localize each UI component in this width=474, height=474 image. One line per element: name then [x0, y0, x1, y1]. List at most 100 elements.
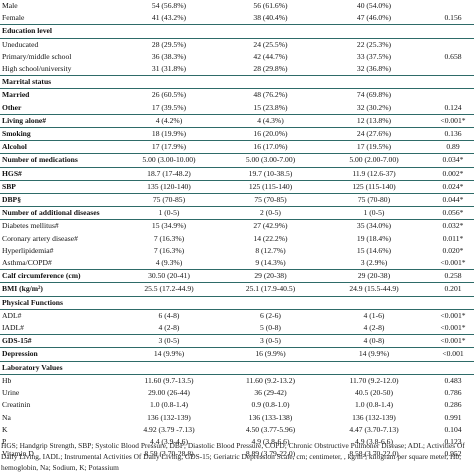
p-value: <0.001* — [424, 334, 474, 348]
group-3-value: 47 (46.0%) — [356, 13, 392, 23]
group-3-value: 11.9 (12.6-37) — [324, 166, 424, 181]
row-label: Diabetes mellitus# — [0, 219, 121, 233]
table-row: P 4.4 (3.9-4.6) 4.9 (3.8-6.6) 4.9 (3.8-6.6)… — [0, 436, 474, 448]
p-value: 0.258 — [424, 269, 474, 283]
p-value: 0.136 — [424, 127, 474, 141]
row-label: P — [2, 436, 7, 446]
group-1-value: 1 (0-5) — [121, 206, 217, 220]
group-1-value: 4 (4.2%) — [121, 113, 217, 128]
group-3-value: 5.00 (2.00-7.00) — [324, 153, 424, 168]
row-label: Asthma/COPD# — [2, 258, 52, 268]
section-label: Marrital status — [0, 75, 474, 89]
group-2-value: 25.1 (17.9-40.5) — [217, 282, 324, 297]
group-2-value: 16 (9.9%) — [217, 347, 324, 362]
group-1-value: 31 (31.8%) — [151, 64, 187, 74]
group-2-value: 8 (12.7%) — [255, 245, 286, 255]
p-value: 0.124 — [444, 102, 462, 112]
group-1-value: 17 (39.5%) — [151, 102, 187, 112]
group-1-value: 36 (38.3%) — [151, 51, 187, 61]
table-row: High school/university 31 (31.8%) 28 (29.8… — [0, 63, 474, 76]
group-2-value: 0.9 (0.8-1.0) — [251, 400, 290, 410]
group-3-value: 4.47 (3.70-7.13) — [349, 424, 399, 434]
section-header-row: Physical Functions — [0, 295, 474, 310]
group-3-value: 29 (20-38) — [324, 269, 424, 283]
group-2-value: 5 (0-8) — [260, 323, 281, 333]
p-value: <0.001* — [424, 308, 474, 323]
section-label: Physical Functions — [0, 295, 474, 310]
row-label: Uneducated — [0, 37, 121, 51]
group-1-value: 28 (29.5%) — [121, 37, 217, 51]
row-label: GDS-15# — [0, 334, 121, 348]
group-3-value: 125 (115-140) — [324, 179, 424, 194]
table-row: Hyperlipidemia# 7 (16.3%) 8 (12.7%) 15 (14.… — [0, 245, 474, 257]
table-row: BMI (kg/m²) 25.5 (17.2-44.9) 25.1 (17.9-40… — [0, 282, 474, 297]
row-label: Hyperlipidemia# — [2, 245, 54, 255]
group-3-value: 8.58 (3.70-22.0) — [349, 449, 399, 459]
group-1-value: 14 (9.9%) — [121, 347, 217, 362]
row-label: Number of additional diseases — [0, 206, 121, 220]
table-row: SBP 135 (120-140) 125 (115-140) 125 (115-14… — [0, 179, 474, 194]
p-value: 0.658 — [444, 51, 462, 61]
group-2-value: 36 (29-42) — [254, 388, 287, 398]
table-row: Female 41 (43.2%) 38 (40.4%) 47 (46.0%) 0.15… — [0, 12, 474, 25]
group-3-value: 35 (34.0%) — [324, 219, 424, 233]
row-label: DBP§ — [0, 193, 121, 207]
group-1-value: 136 (132-139) — [147, 412, 191, 422]
group-3-value: 14 (9.9%) — [324, 347, 424, 362]
group-1-value: 30.50 (20-41) — [121, 269, 217, 283]
row-label: Male — [2, 1, 18, 10]
p-value — [424, 37, 474, 51]
group-3-value: 32 (36.8%) — [356, 64, 392, 74]
row-label: Na — [2, 412, 11, 422]
p-value: 0.123 — [444, 436, 462, 446]
group-2-value: 38 (40.4%) — [253, 13, 288, 23]
table-row: Urine 29.00 (26-44) 36 (29-42) 40.5 (20-50)… — [0, 387, 474, 399]
table-body: Male 54 (56.8%) 56 (61.6%) 40 (54.0%) Female… — [0, 1, 474, 460]
table-row: HGS# 18.7 (17-48.2) 19.7 (10-38.5) 11.9 (12… — [0, 166, 474, 181]
group-1-value: 8.59 (3.70-28.8) — [144, 449, 194, 459]
group-3-value: 24 (27.6%) — [324, 127, 424, 141]
p-value: <0.001* — [424, 113, 474, 128]
group-3-value: 40.5 (20-50) — [355, 388, 393, 398]
row-label: Married — [0, 88, 121, 102]
table-row: Creatinin 1.0 (0.8-1.4) 0.9 (0.8-1.0) 1.0 (… — [0, 399, 474, 411]
group-1-value: 7 (16.3%) — [153, 245, 185, 255]
table-footnote: HGS; Handgrip Strength, SBP; Systolic Bl… — [1, 441, 465, 472]
group-2-value: 3 (0-5) — [217, 334, 324, 348]
group-3-value: 22 (25.3%) — [324, 37, 424, 51]
group-1-value: 11.60 (9.7-13.5) — [121, 373, 217, 388]
group-1-value: 7 (16.3%) — [153, 233, 185, 243]
p-value: 0.044* — [424, 193, 474, 207]
group-1-value: 4 (2-8) — [158, 323, 180, 333]
group-1-value: 4.4 (3.9-4.6) — [150, 436, 188, 446]
group-2-value: 56 (61.6%) — [253, 1, 288, 10]
group-3-value: 3 (2.9%) — [360, 258, 388, 268]
table-row: Asthma/COPD# 4 (9.3%) 9 (14.3%) 3 (2.9%) <0.… — [0, 257, 474, 270]
p-value: 0.034* — [424, 153, 474, 168]
group-2-value: 4.50 (3.77-5.96) — [245, 424, 296, 434]
group-3-value: 4 (2-8) — [363, 323, 385, 333]
group-1-value: 75 (70-85) — [121, 193, 217, 207]
group-1-value: 4 (9.3%) — [155, 258, 183, 268]
group-3-value: 4 (1-6) — [324, 308, 424, 323]
group-2-value: 4 (4.3%) — [217, 113, 324, 128]
group-1-value: 4.92 (3.79 -7.13) — [143, 424, 195, 434]
group-2-value: 27 (42.9%) — [217, 219, 324, 233]
group-3-value: 19 (18.4%) — [356, 233, 392, 243]
group-3-value: 24.9 (15.5-44.9) — [324, 282, 424, 297]
row-label: Calf circumference (cm) — [0, 269, 121, 283]
p-value: 0.483 — [424, 373, 474, 388]
p-value: 0.104 — [444, 424, 462, 434]
row-label: Creatinin — [2, 400, 31, 410]
row-label: Other — [2, 102, 22, 112]
group-2-value: 15 (23.8%) — [253, 102, 288, 112]
row-label: Smoking — [0, 127, 121, 141]
table-row: Vitamin D 8.59 (3.70-28.8) 8.89 (3.79-22.0… — [0, 448, 474, 460]
group-2-value: 5.00 (3.00-7.00) — [217, 153, 324, 168]
p-value: 0.056* — [424, 206, 474, 220]
group-2-value: 136 (133-138) — [248, 412, 293, 422]
group-2-value: 75 (70-85) — [217, 193, 324, 207]
row-label: Number of medications — [0, 153, 121, 168]
p-value: 0.201 — [424, 282, 474, 297]
group-2-value: 11.60 (9.2-13.2) — [217, 373, 324, 388]
